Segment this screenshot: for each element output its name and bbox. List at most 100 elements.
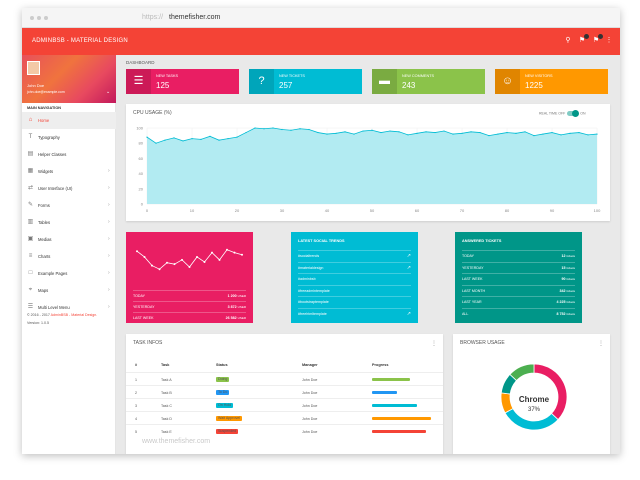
task-name: Task B bbox=[161, 391, 172, 395]
cpu-point bbox=[479, 131, 481, 134]
y-tick-label: 40 bbox=[139, 171, 144, 176]
avatar[interactable] bbox=[27, 61, 40, 75]
window-dot[interactable] bbox=[44, 16, 48, 20]
table-row[interactable]: 2 Task B To Do John Doe bbox=[126, 385, 443, 398]
toggle-on-label: ON bbox=[580, 111, 586, 116]
browser-window: https:// themefisher.com ADMINBSB - MATER… bbox=[22, 8, 620, 454]
cpu-point bbox=[560, 134, 562, 136]
table-row[interactable]: 4 Task D Wait Approvel John Doe bbox=[126, 411, 443, 424]
trend-row[interactable]: #adminbsb bbox=[298, 273, 411, 283]
window-dot[interactable] bbox=[30, 16, 34, 20]
sidebar-item[interactable]: ☰ Multi Level Menu › bbox=[22, 299, 116, 316]
sidebar-item[interactable]: T Typography bbox=[22, 129, 116, 146]
more-vert-icon[interactable]: ⋮ bbox=[431, 341, 437, 347]
info-box[interactable]: ☰ NEW TASKS 125 bbox=[126, 69, 239, 94]
cpu-point bbox=[533, 135, 535, 137]
stats-label: LAST WEEK bbox=[133, 316, 154, 320]
column-header: # bbox=[135, 363, 138, 367]
realtime-toggle[interactable]: REAL TIME OFF ON bbox=[539, 110, 586, 117]
address-bar[interactable]: https:// themefisher.com bbox=[142, 14, 220, 21]
forms-icon: ✎ bbox=[27, 202, 34, 208]
toggle-switch[interactable] bbox=[567, 110, 580, 117]
progress-bar bbox=[372, 404, 417, 407]
sidebar-item[interactable]: ▥ Tables › bbox=[22, 214, 116, 231]
trend-row[interactable]: #materialdesign ↗ bbox=[298, 261, 411, 272]
task-name: Task C bbox=[161, 404, 172, 408]
user-stats-panel: TODAY 1 200USER YESTERDAY 3 872USER LAST WEE… bbox=[126, 232, 253, 323]
trend-row[interactable]: #freehtmltemplate ↗ bbox=[298, 307, 411, 318]
cpu-point bbox=[335, 132, 337, 134]
donut-slice bbox=[509, 363, 535, 382]
app-title[interactable]: ADMINBSB - MATERIAL DESIGN bbox=[32, 38, 128, 44]
user-panel: John Doe john.doe@example.com ⌄ bbox=[22, 55, 116, 103]
cpu-point bbox=[569, 132, 571, 134]
more-vert-icon[interactable]: ⋮ bbox=[605, 37, 613, 44]
ticket-label: YESTERDAY bbox=[462, 265, 484, 270]
info-box[interactable]: ☺ NEW VISITORS 1225 bbox=[495, 69, 608, 94]
cpu-usage-chart: 0 20 40 60 80 100 0 10 20 30 40 50 60 70 80 90 100 bbox=[136, 126, 601, 214]
window-dot[interactable] bbox=[37, 16, 41, 20]
chevron-down-icon[interactable]: ⌄ bbox=[106, 89, 111, 95]
trend-row[interactable]: #socialtrends ↗ bbox=[298, 250, 411, 260]
sidebar-item[interactable]: ▤ Helper Classes bbox=[22, 146, 116, 163]
sidebar-item[interactable]: ≡ Charts › bbox=[22, 248, 116, 265]
x-tick-label: 20 bbox=[235, 208, 240, 213]
cpu-point bbox=[317, 131, 319, 134]
cpu-point bbox=[263, 128, 265, 130]
cpu-point bbox=[245, 131, 247, 134]
task-manager: John Doe bbox=[302, 417, 318, 421]
chevron-right-icon: › bbox=[108, 236, 110, 242]
sidebar-item[interactable]: ⌖ Maps › bbox=[22, 282, 116, 299]
progress-bar bbox=[372, 430, 426, 433]
stats-value: 26 582USER bbox=[226, 316, 246, 320]
copyright-brand[interactable]: AdminBSB - Material Design. bbox=[50, 313, 98, 317]
trend-row[interactable]: #bootstraptemplate bbox=[298, 296, 411, 306]
y-tick-label: 80 bbox=[139, 141, 144, 146]
sparkline-point bbox=[158, 268, 161, 271]
answered-tickets-title: ANSWERED TICKETS bbox=[462, 239, 502, 243]
trend-label: #adminbsb bbox=[298, 277, 316, 281]
progress-bar bbox=[372, 417, 431, 420]
info-box[interactable]: ▬ NEW COMMENTS 243 bbox=[372, 69, 485, 94]
ticket-number: 90 bbox=[561, 277, 566, 281]
ticket-unit: tickets bbox=[566, 265, 575, 270]
ticket-number: 12 bbox=[561, 254, 566, 258]
flag-badge bbox=[584, 34, 589, 39]
sidebar-item[interactable]: ▣ Medias › bbox=[22, 231, 116, 248]
table-row[interactable]: 5 Task E Suspended John Doe bbox=[126, 424, 443, 437]
stats-unit: USER bbox=[237, 294, 246, 298]
cpu-point bbox=[407, 134, 409, 136]
toggle-off-label: OFF bbox=[558, 111, 566, 116]
cpu-point bbox=[272, 127, 274, 129]
watermark: www.themefisher.com bbox=[142, 438, 211, 445]
task-number: 4 bbox=[135, 417, 137, 421]
cpu-point bbox=[155, 142, 157, 144]
stats-row: TODAY 1 200USER bbox=[133, 290, 246, 300]
sidebar-item[interactable]: ⇄ User Interface (UI) › bbox=[22, 180, 116, 197]
search-icon[interactable]: ⚲ bbox=[565, 37, 571, 44]
sidebar-item[interactable]: ✎ Forms › bbox=[22, 197, 116, 214]
more-vert-icon[interactable]: ⋮ bbox=[598, 341, 604, 347]
task-manager: John Doe bbox=[302, 430, 318, 434]
notifications-icon[interactable]: ⚑ bbox=[592, 34, 603, 45]
sidebar-item[interactable]: □ Example Pages › bbox=[22, 265, 116, 282]
column-header: Manager bbox=[302, 363, 318, 367]
sidebar-item[interactable]: ▦ Widgets › bbox=[22, 163, 116, 180]
cpu-point bbox=[299, 128, 301, 130]
x-tick-label: 30 bbox=[280, 208, 285, 213]
sparkline-point bbox=[136, 250, 138, 253]
ticket-label: LAST MONTH bbox=[462, 288, 486, 293]
sidebar-item[interactable]: ⌂ Home bbox=[22, 112, 116, 129]
stats-number: 1 200 bbox=[227, 294, 237, 298]
info-box[interactable]: ? NEW TICKETS 257 bbox=[249, 69, 362, 94]
table-row[interactable]: 1 Task A Doing John Doe bbox=[126, 372, 443, 385]
notifications-badge bbox=[598, 34, 603, 39]
cpu-point bbox=[218, 139, 220, 141]
sparkline-point bbox=[166, 261, 168, 264]
cpu-point bbox=[596, 133, 598, 135]
sidebar-item-label: Typography bbox=[38, 135, 60, 140]
table-row[interactable]: 3 Task C On Hold John Doe bbox=[126, 398, 443, 411]
chevron-right-icon: › bbox=[108, 202, 110, 208]
flag-icon[interactable]: ⚑ bbox=[578, 34, 589, 45]
trend-row[interactable]: #freeadmintemplate bbox=[298, 284, 411, 295]
